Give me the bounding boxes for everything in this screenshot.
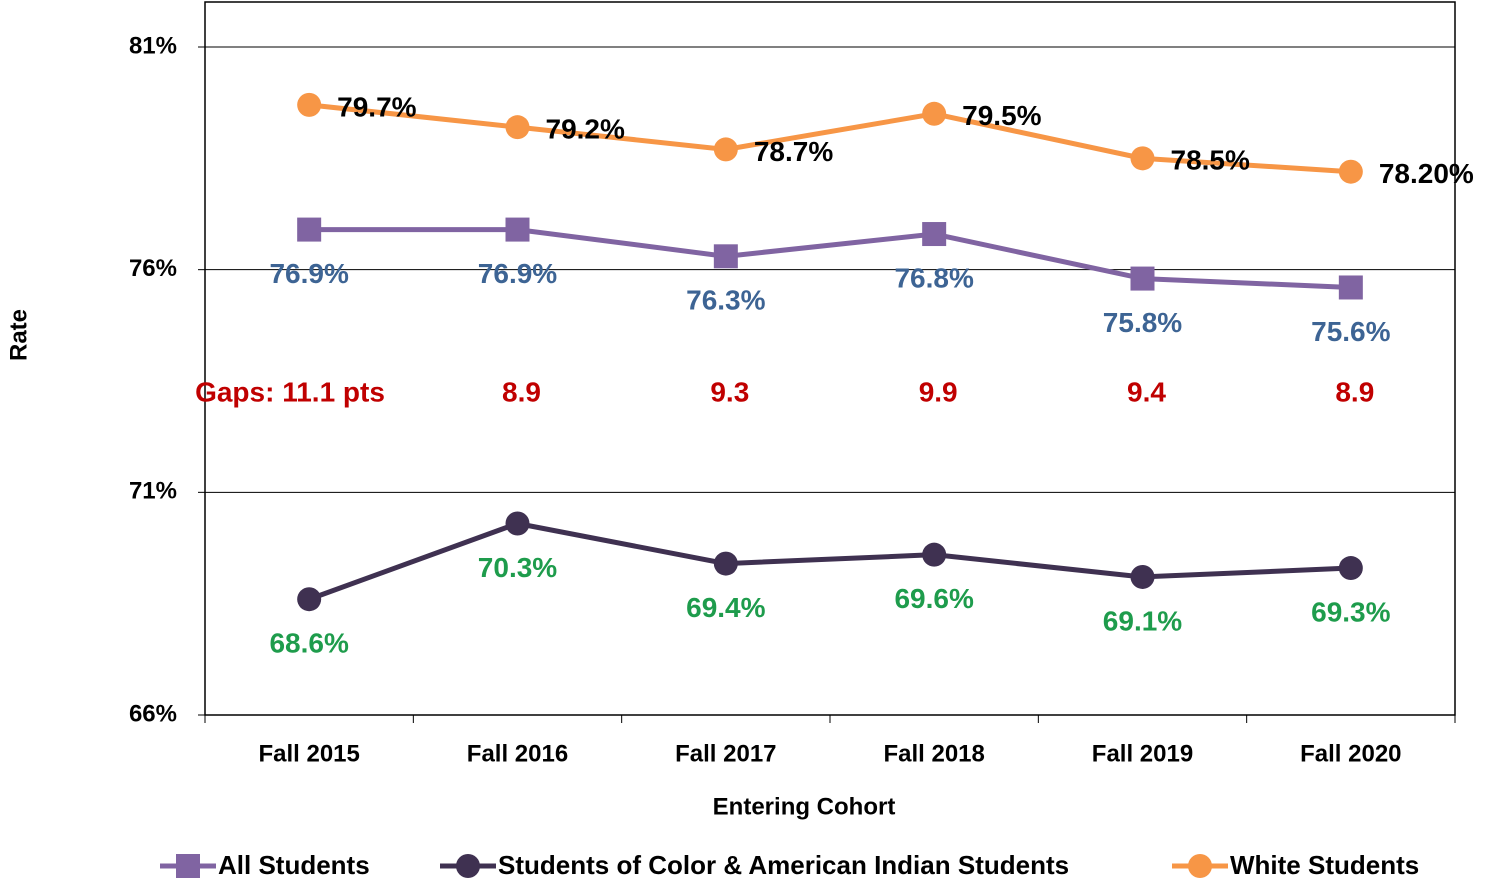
marker bbox=[505, 217, 530, 242]
data-label: 76.9% bbox=[269, 258, 348, 289]
marker bbox=[297, 587, 322, 612]
marker bbox=[1338, 556, 1363, 581]
series-line bbox=[309, 227, 1351, 290]
x-axis-label: Entering Cohort bbox=[713, 793, 896, 820]
legend-label: All Students bbox=[218, 850, 370, 880]
marker bbox=[713, 244, 738, 269]
marker bbox=[297, 217, 322, 242]
x-tick-label: Fall 2018 bbox=[883, 740, 984, 767]
series-line bbox=[308, 102, 1351, 175]
series-line bbox=[308, 520, 1351, 602]
marker bbox=[1130, 146, 1155, 171]
data-label: 75.6% bbox=[1311, 316, 1390, 347]
gap-annotation: 9.3 bbox=[710, 376, 749, 407]
x-tick-label: Fall 2020 bbox=[1300, 740, 1401, 767]
data-label: 75.8% bbox=[1103, 307, 1182, 338]
y-tick-label: 66% bbox=[129, 700, 177, 727]
data-label: 69.6% bbox=[894, 583, 973, 614]
gap-annotation: 9.4 bbox=[1127, 376, 1166, 407]
legend-label: Students of Color & American Indian Stud… bbox=[498, 850, 1069, 880]
data-label: 76.3% bbox=[686, 285, 765, 316]
marker bbox=[505, 115, 530, 140]
marker bbox=[1338, 275, 1363, 300]
y-tick-label: 76% bbox=[129, 255, 177, 282]
data-label: 69.1% bbox=[1103, 605, 1182, 636]
marker bbox=[922, 101, 947, 126]
gap-annotation: 8.9 bbox=[1335, 376, 1374, 407]
marker bbox=[713, 551, 738, 576]
data-label: 78.7% bbox=[754, 136, 833, 167]
data-label: 78.20% bbox=[1379, 158, 1474, 189]
x-tick-label: Fall 2019 bbox=[1092, 740, 1193, 767]
x-tick-label: Fall 2016 bbox=[467, 740, 568, 767]
legend-marker bbox=[456, 854, 480, 878]
y-tick-label: 81% bbox=[129, 32, 177, 59]
legend-marker bbox=[1188, 854, 1212, 878]
x-tick-label: Fall 2017 bbox=[675, 740, 776, 767]
marker bbox=[1338, 159, 1363, 184]
marker bbox=[922, 542, 947, 567]
data-label: 76.9% bbox=[478, 258, 557, 289]
marker bbox=[922, 222, 947, 247]
data-label: 70.3% bbox=[478, 552, 557, 583]
data-label: 79.7% bbox=[337, 91, 416, 122]
y-tick-label: 71% bbox=[129, 478, 177, 505]
data-label: 79.5% bbox=[962, 100, 1041, 131]
marker bbox=[1130, 564, 1155, 589]
data-label: 79.2% bbox=[546, 114, 625, 145]
data-label: 69.3% bbox=[1311, 596, 1390, 627]
legend-label: White Students bbox=[1230, 850, 1419, 880]
data-label: 69.4% bbox=[686, 592, 765, 623]
y-axis-label: Rate bbox=[5, 309, 32, 361]
marker bbox=[713, 137, 738, 162]
legend-marker bbox=[176, 854, 200, 878]
marker bbox=[505, 511, 530, 536]
gap-annotation: 9.9 bbox=[919, 376, 958, 407]
marker bbox=[297, 92, 322, 117]
data-label: 68.6% bbox=[269, 628, 348, 659]
x-tick-label: Fall 2015 bbox=[258, 740, 359, 767]
gap-annotation: 8.9 bbox=[502, 376, 541, 407]
data-label: 76.8% bbox=[894, 262, 973, 293]
marker bbox=[1130, 266, 1155, 291]
gap-annotation: Gaps: 11.1 pts bbox=[195, 376, 385, 407]
data-label: 78.5% bbox=[1171, 145, 1250, 176]
